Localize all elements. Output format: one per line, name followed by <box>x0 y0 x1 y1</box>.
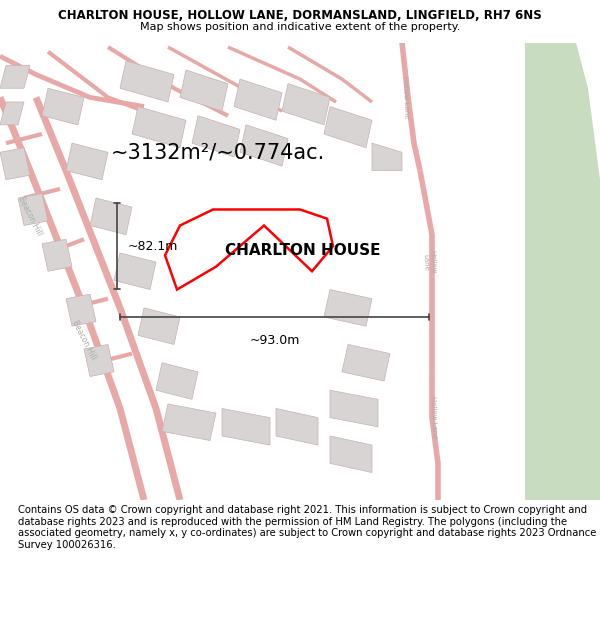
Polygon shape <box>0 66 30 88</box>
Text: CHARLTON HOUSE, HOLLOW LANE, DORMANSLAND, LINGFIELD, RH7 6NS: CHARLTON HOUSE, HOLLOW LANE, DORMANSLAND… <box>58 9 542 22</box>
Polygon shape <box>324 289 372 326</box>
Text: Hollow
Lane: Hollow Lane <box>422 250 436 274</box>
Text: ~93.0m: ~93.0m <box>250 334 299 348</box>
Text: CHARLTON HOUSE: CHARLTON HOUSE <box>225 243 380 258</box>
Text: Contains OS data © Crown copyright and database right 2021. This information is : Contains OS data © Crown copyright and d… <box>18 505 596 550</box>
Polygon shape <box>84 79 492 463</box>
Polygon shape <box>330 436 372 472</box>
Polygon shape <box>42 239 72 271</box>
Polygon shape <box>234 79 282 120</box>
Polygon shape <box>342 344 390 381</box>
Text: Beacon Hill: Beacon Hill <box>16 195 44 238</box>
Polygon shape <box>0 102 24 125</box>
Polygon shape <box>276 409 318 445</box>
Polygon shape <box>18 194 48 226</box>
Polygon shape <box>525 42 600 500</box>
Text: Map shows position and indicative extent of the property.: Map shows position and indicative extent… <box>140 22 460 32</box>
Text: Hollow Lane: Hollow Lane <box>430 396 437 439</box>
Polygon shape <box>240 125 288 166</box>
Polygon shape <box>372 143 402 171</box>
Polygon shape <box>222 409 270 445</box>
Polygon shape <box>66 294 96 326</box>
Polygon shape <box>120 61 174 102</box>
Polygon shape <box>90 198 132 234</box>
Polygon shape <box>330 390 378 427</box>
Polygon shape <box>162 404 216 441</box>
Text: ~3132m²/~0.774ac.: ~3132m²/~0.774ac. <box>111 142 325 162</box>
Polygon shape <box>324 106 372 148</box>
Polygon shape <box>66 143 108 180</box>
Polygon shape <box>114 253 156 289</box>
Text: Hollow Lane: Hollow Lane <box>402 76 409 119</box>
Polygon shape <box>192 116 240 157</box>
Polygon shape <box>0 148 30 180</box>
Polygon shape <box>138 308 180 344</box>
Polygon shape <box>42 88 84 125</box>
Polygon shape <box>156 362 198 399</box>
Polygon shape <box>180 70 228 111</box>
Polygon shape <box>132 106 186 148</box>
Text: ~82.1m: ~82.1m <box>128 239 178 252</box>
Text: Beacon Hill: Beacon Hill <box>70 319 98 361</box>
Polygon shape <box>84 344 114 376</box>
Polygon shape <box>282 84 330 125</box>
